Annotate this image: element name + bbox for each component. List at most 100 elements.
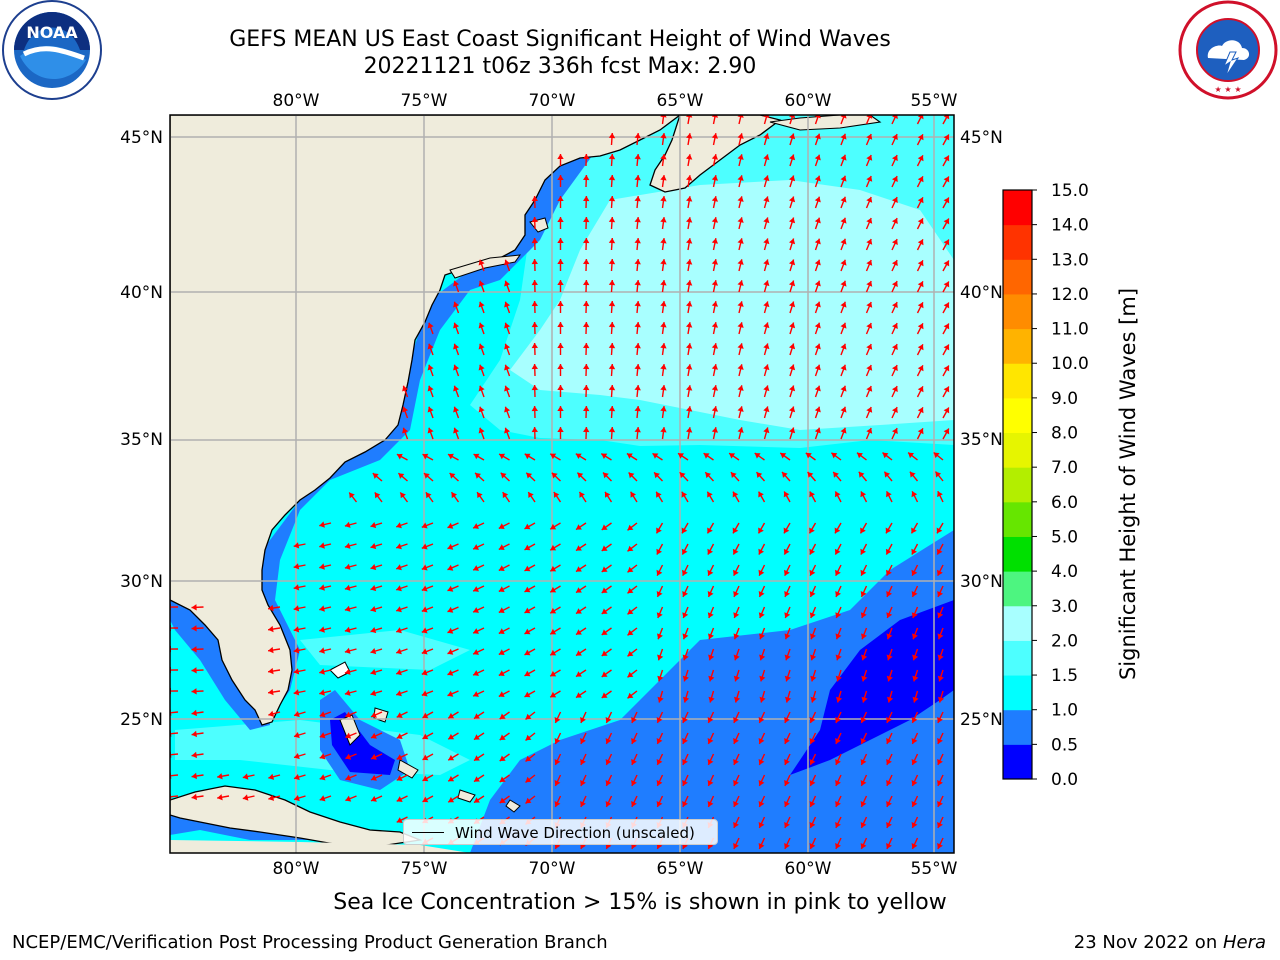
svg-text:★ ★ ★: ★ ★ ★ [1214, 85, 1241, 94]
wind-arrow-head [627, 629, 634, 636]
footer-credit: NCEP/EMC/Verification Post Processing Pr… [12, 932, 608, 953]
lon-label: 70°W [529, 859, 576, 879]
wind-arrow-head [937, 675, 944, 682]
wind-arrow-head [866, 302, 873, 308]
wind-arrow-head [943, 302, 950, 309]
wind-arrow-head [784, 801, 790, 807]
wind-arrow-head [524, 607, 531, 614]
wind-arrow-head [583, 280, 590, 286]
wind-arrow-head [473, 607, 479, 613]
wind-arrow-head [682, 780, 688, 786]
wind-arrow-head [608, 154, 616, 160]
wind-arrow-head [601, 671, 608, 677]
wind-arrow-head [682, 612, 689, 618]
wind-arrow-head [809, 759, 816, 765]
wind-arrow-head [784, 738, 790, 744]
wind-arrow-head [396, 712, 403, 718]
wind-arrow-head [814, 280, 821, 287]
wind-arrow-head [634, 154, 641, 160]
wind-arrow-head [682, 633, 689, 640]
colorbar-segment [1003, 605, 1032, 641]
wind-arrow-head [730, 472, 737, 478]
wind-arrow-head [936, 548, 943, 555]
wind-arrow-head [860, 717, 867, 723]
wind-arrow-head [785, 696, 792, 703]
wind-arrow-head [531, 343, 538, 349]
wind-arrow-head [763, 280, 770, 287]
wind-arrow-head [448, 796, 455, 803]
wind-arrow-head [557, 238, 564, 243]
wind-arrow-head [861, 654, 868, 661]
wind-arrow-head [711, 343, 718, 349]
wind-arrow-head [937, 633, 944, 640]
wind-arrow-head [840, 238, 847, 245]
wind-arrow-head [784, 675, 791, 682]
wind-arrow-head [191, 604, 197, 611]
wind-arrow-head [605, 491, 611, 498]
wind-arrow-head [421, 669, 428, 676]
wind-arrow-head [789, 280, 796, 287]
wind-arrow-head [917, 115, 924, 120]
wind-arrow-head [840, 364, 847, 371]
wind-arrow-head [293, 605, 300, 612]
wind-arrow-head [784, 633, 791, 640]
wind-arrow-head [580, 801, 586, 807]
wind-arrow-head [758, 591, 765, 597]
wind-arrow-head [763, 406, 770, 413]
wind-arrow-head [524, 544, 531, 551]
wind-arrow-head [887, 696, 894, 703]
wind-arrow-head [933, 452, 940, 459]
wind-arrow-head [447, 585, 454, 592]
wind-arrow-head [550, 628, 557, 635]
wind-arrow-head [453, 427, 460, 434]
lat-label: 40°N [120, 283, 163, 303]
wind-arrow-head [911, 843, 918, 849]
wind-arrow-head [448, 712, 455, 719]
wind-arrow-head [866, 155, 873, 161]
wind-arrow-head [733, 591, 739, 597]
colorbar-frame [1002, 189, 1033, 780]
wind-arrow-head [451, 492, 457, 499]
colorbar-tick-label: 7.0 [1051, 458, 1078, 478]
wind-arrow-head [191, 730, 197, 738]
wind-arrow-head [917, 239, 924, 246]
legend-label: Wind Wave Direction (unscaled) [455, 824, 695, 842]
wind-arrow-head [660, 343, 667, 349]
wind-arrow-head [937, 569, 943, 576]
wind-arrow-head [524, 649, 531, 656]
wind-arrow-head [634, 343, 641, 349]
wind-arrow [840, 115, 846, 125]
wind-arrow-head [763, 238, 770, 245]
wind-arrow-head [242, 773, 249, 780]
wind-arrow-head [557, 364, 564, 369]
wind-arrow-head [370, 564, 377, 571]
colorbar-segment [1003, 675, 1032, 711]
wind-arrow-head [576, 629, 582, 635]
wind-arrow-head [917, 302, 924, 309]
wind-arrow-head [453, 343, 460, 350]
wind-arrow-head [686, 322, 693, 328]
wind-arrow-head [860, 527, 866, 534]
wind-arrow-head [814, 175, 821, 182]
wind-arrow-head [737, 196, 744, 202]
wind-arrow-head [525, 797, 532, 804]
wind-arrow-head [789, 343, 796, 350]
wind-arrow-head [733, 780, 739, 786]
wind-arrow-head [686, 259, 693, 265]
wind-arrow [712, 115, 717, 125]
wind-arrow-head [682, 759, 688, 765]
wind-arrow-head [758, 612, 765, 618]
wind-arrow-head [858, 471, 865, 478]
wind-arrow-head [605, 738, 612, 744]
wind-arrow-head [601, 650, 608, 656]
wind-arrow-head [634, 301, 641, 307]
wind-arrow-head [840, 115, 847, 119]
wind-arrow-head [938, 696, 945, 703]
wind-arrow-head [473, 523, 479, 529]
wind-arrow-head [453, 280, 460, 287]
wind-arrow-head [783, 527, 790, 534]
wind-arrow-head [917, 155, 924, 162]
wind-arrow-head [345, 711, 352, 718]
wind-arrow-head [814, 133, 821, 140]
wind-arrow-head [293, 668, 300, 675]
